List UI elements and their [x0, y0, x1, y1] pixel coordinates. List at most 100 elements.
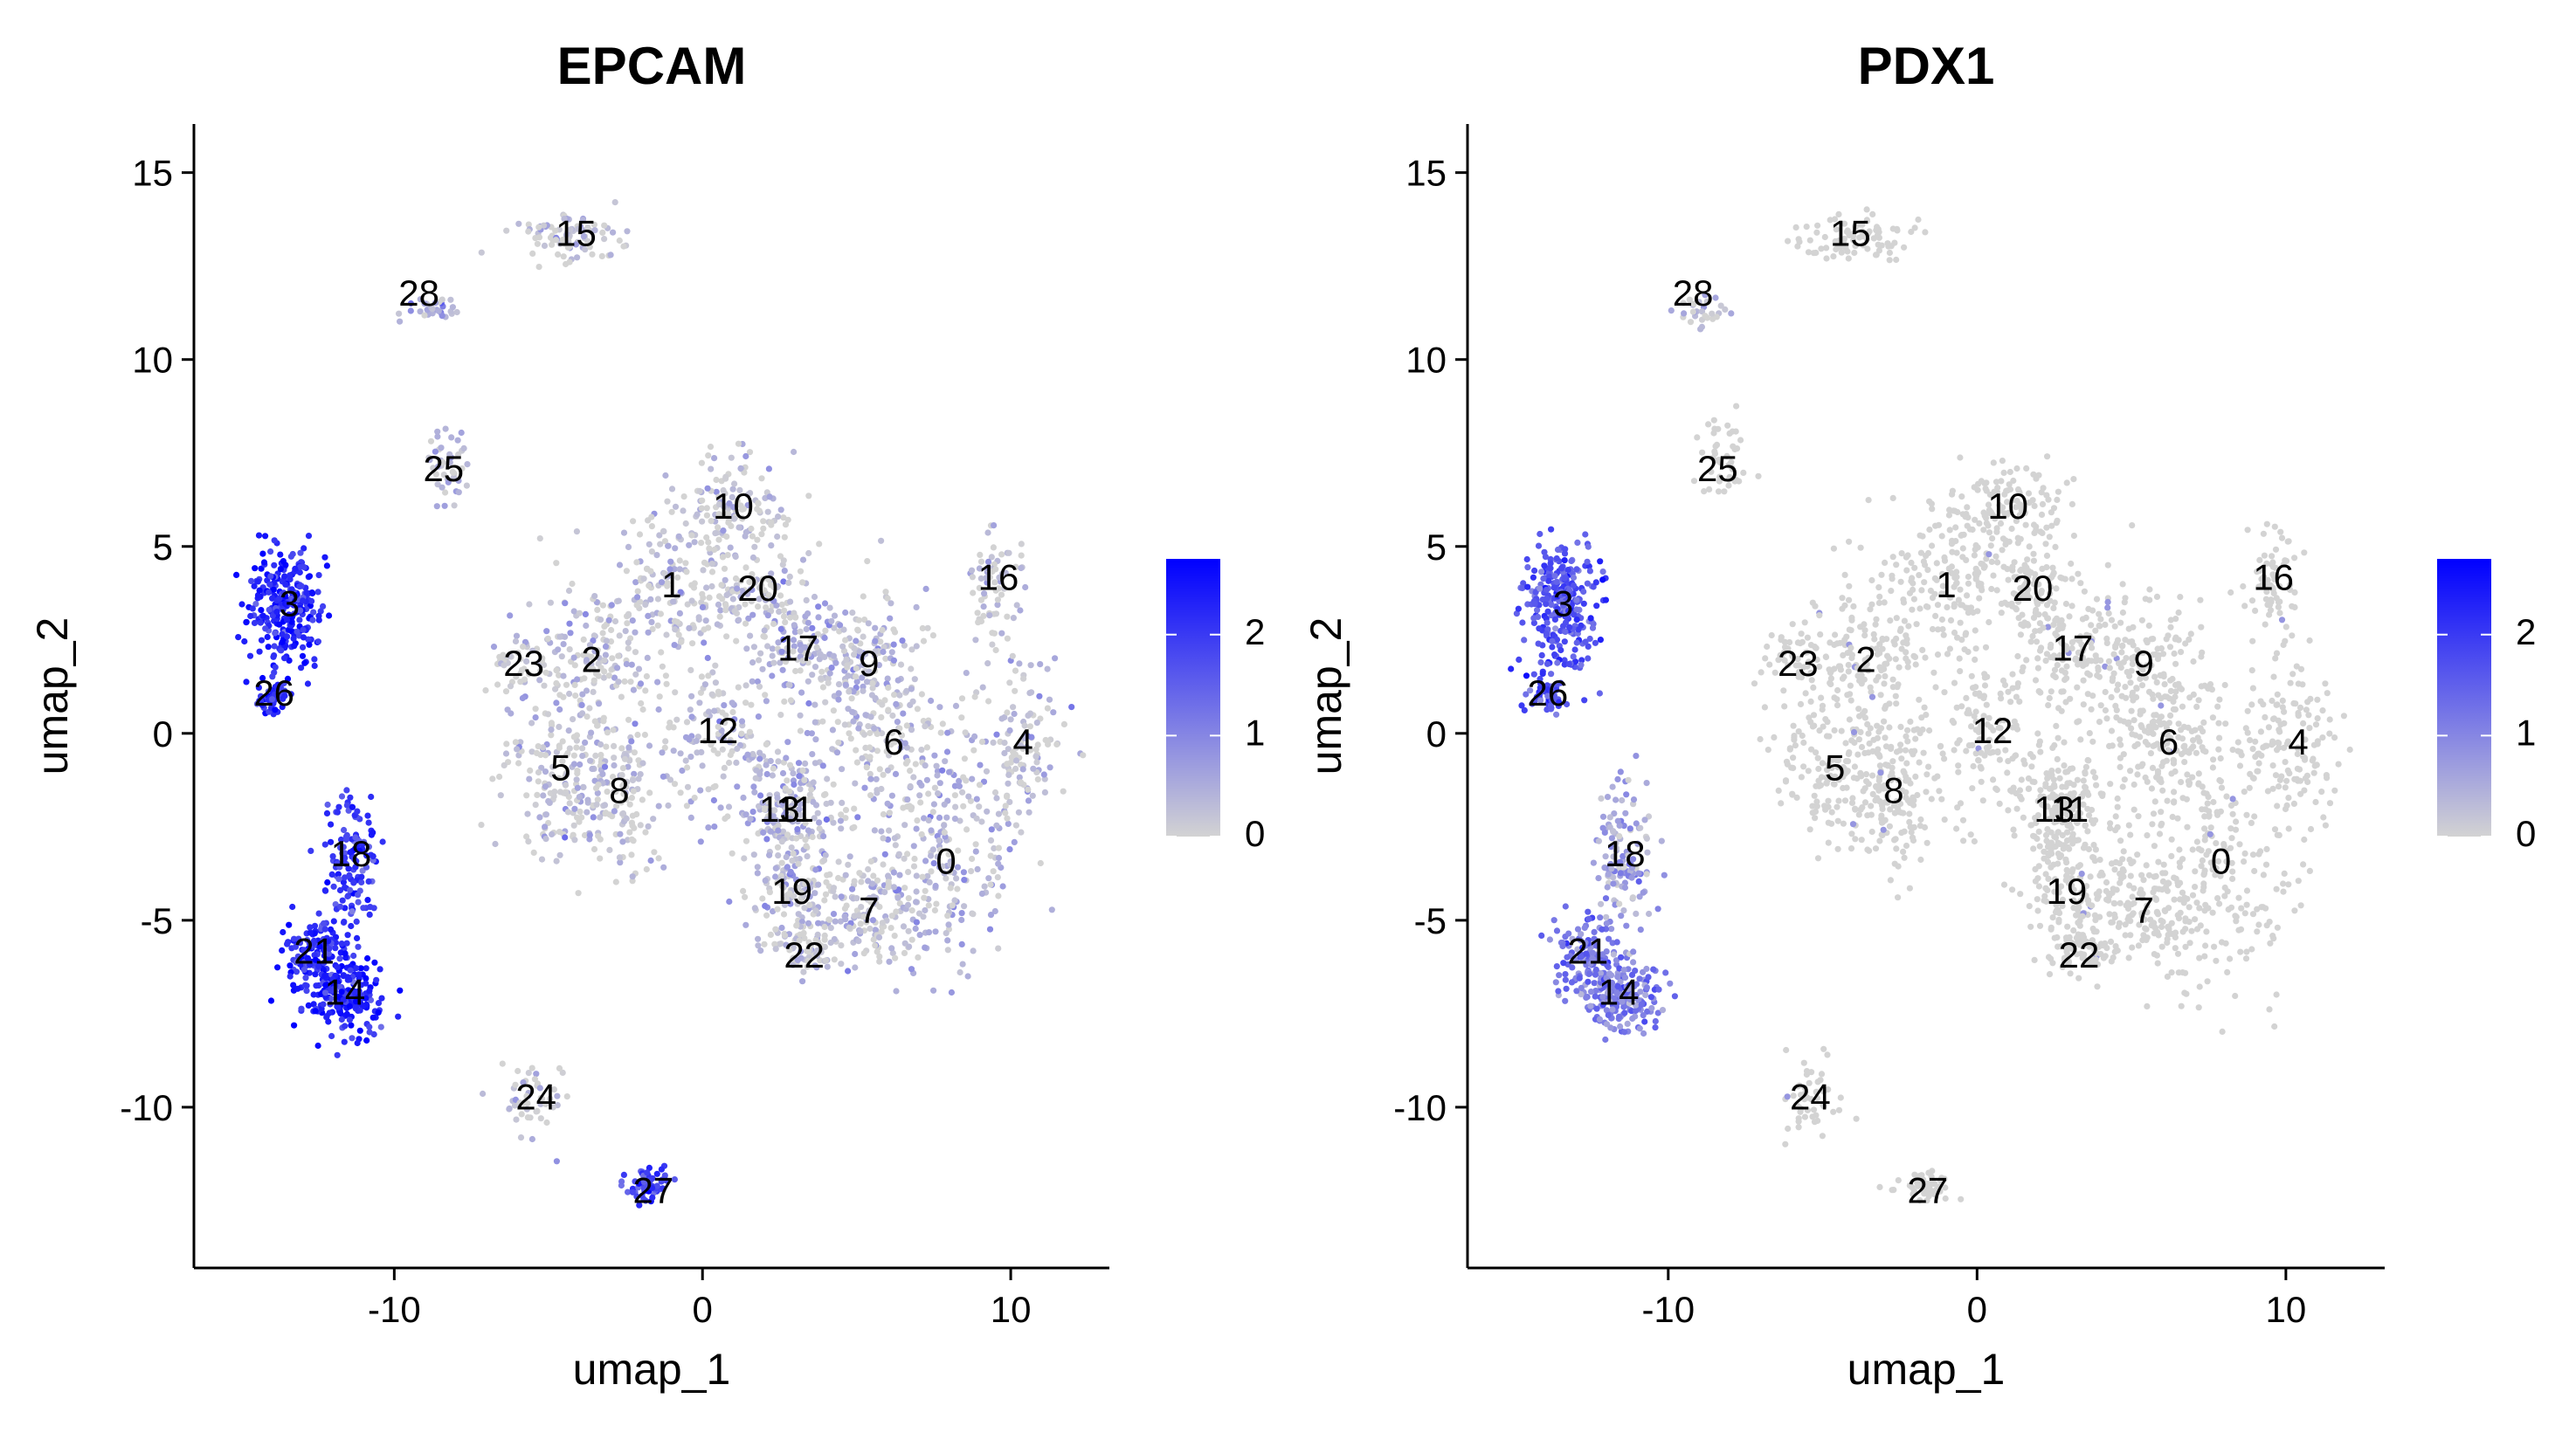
cell-point [904, 796, 911, 803]
cell-point [296, 568, 303, 576]
cell-point [1889, 572, 1896, 579]
cell-point [513, 1116, 520, 1123]
cell-point [628, 836, 636, 843]
cell-point [1971, 837, 1978, 845]
cell-point [750, 783, 757, 790]
cell-point [2158, 822, 2165, 829]
cell-point [722, 607, 729, 614]
cell-point [953, 875, 960, 882]
cell-point [916, 792, 923, 799]
cell-point [925, 902, 932, 909]
cell-point [534, 791, 541, 799]
cell-point [809, 672, 816, 679]
cell-point [306, 573, 314, 580]
cell-point [590, 845, 598, 853]
cell-point [2285, 825, 2292, 832]
cell-point [751, 543, 758, 550]
cell-point [599, 602, 607, 609]
cell-point [715, 750, 722, 757]
cell-point [890, 869, 897, 876]
cell-point [2286, 770, 2293, 777]
cell-point [965, 793, 972, 800]
cell-point [536, 677, 543, 684]
cell-point [2201, 867, 2208, 874]
cell-point [707, 444, 715, 451]
cell-point [2199, 857, 2206, 865]
cell-point [845, 861, 852, 868]
cell-point [2138, 872, 2145, 878]
cell-point [616, 632, 623, 639]
cell-point [574, 814, 581, 821]
cell-point [532, 802, 539, 809]
cell-point [704, 654, 711, 662]
cell-point [978, 890, 985, 897]
cell-point [837, 817, 845, 824]
cell-point [839, 799, 846, 807]
cell-point [2176, 846, 2183, 853]
cell-point [508, 710, 515, 717]
cell-point [831, 612, 839, 619]
cell-point [623, 815, 630, 823]
cell-point [570, 752, 578, 759]
cell-point [853, 759, 861, 766]
cell-point [824, 963, 831, 970]
cell-point [1957, 586, 1964, 593]
cell-point [705, 539, 712, 546]
cell-point [974, 865, 981, 873]
cell-point [805, 610, 811, 617]
legend-tick-label: 0 [1245, 813, 1265, 854]
cell-point [1531, 567, 1538, 575]
cell-point [2179, 889, 2186, 896]
cell-point [1584, 580, 1591, 587]
cell-point [1882, 705, 1889, 713]
cell-point [603, 743, 610, 750]
cell-point [742, 921, 749, 928]
cell-point [2307, 825, 2315, 833]
cell-point [1549, 637, 1556, 644]
cell-point [1537, 658, 1544, 666]
cell-point [2190, 691, 2197, 699]
cell-point [1897, 723, 1904, 731]
cell-point [761, 940, 768, 947]
cell-point [1002, 803, 1009, 810]
cell-point [956, 777, 963, 785]
cell-point [1839, 595, 1846, 602]
cell-point [570, 716, 577, 723]
cell-point [1867, 606, 1874, 613]
x-axis-title: umap_1 [573, 1345, 731, 1394]
cell-point [687, 754, 694, 761]
cell-point [922, 858, 929, 865]
cell-point [354, 1039, 361, 1047]
cell-point [246, 652, 254, 659]
cell-point [970, 589, 977, 596]
cell-point [293, 592, 300, 599]
cell-point [611, 761, 618, 769]
cell-point [547, 599, 555, 606]
cell-point [552, 685, 559, 692]
cell-point [2192, 884, 2199, 891]
cell-point [573, 744, 580, 751]
cell-point [1865, 749, 1872, 756]
cell-point [708, 568, 716, 575]
cell-point [601, 236, 608, 243]
cell-point [296, 583, 303, 590]
cell-point [804, 729, 811, 737]
cell-point [900, 923, 908, 930]
cell-point [618, 799, 625, 806]
cell-point [624, 620, 631, 627]
cell-point [570, 654, 577, 661]
cell-point [992, 646, 999, 654]
cell-point [628, 661, 635, 668]
cell-point [929, 846, 936, 853]
cell-point [591, 593, 598, 600]
cell-point [1835, 663, 1842, 670]
cell-point [986, 926, 994, 933]
cell-point [987, 852, 994, 859]
cell-point [798, 689, 805, 696]
cell-point [835, 858, 842, 865]
cell-point [1929, 542, 1936, 549]
cell-point [1805, 768, 1812, 775]
cell-point [2207, 830, 2213, 837]
cell-point [601, 802, 609, 809]
cell-point [287, 962, 294, 969]
